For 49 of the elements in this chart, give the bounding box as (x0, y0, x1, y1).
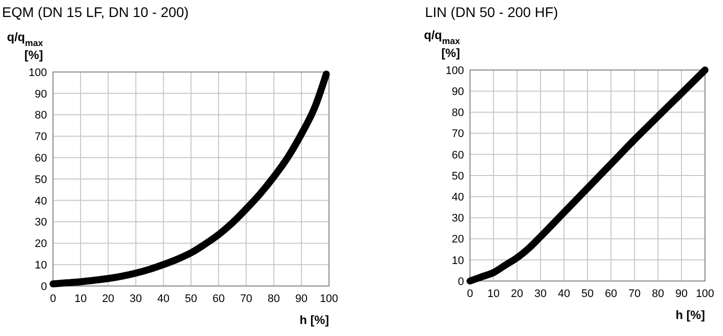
chart-title: LIN (DN 50 - 200 HF) (425, 4, 558, 20)
x-tick-label: 100 (320, 293, 338, 305)
x-tick-label: 90 (675, 288, 688, 300)
y-tick-label: 10 (452, 254, 464, 267)
chart-title: EQM (DN 15 LF, DN 10 - 200) (2, 4, 189, 20)
y-tick-label: 100 (446, 64, 464, 77)
x-tick-label: 50 (581, 288, 594, 300)
y-tick-label: 40 (34, 195, 47, 208)
y-tick-label: 80 (452, 107, 464, 120)
y-tick-label: 100 (28, 66, 47, 79)
y-axis-title: q/q$_{max}$ [%] (6, 30, 43, 62)
x-axis-title: h [%] (676, 308, 705, 322)
x-tick-label: 50 (184, 293, 198, 305)
y-tick-label: 50 (34, 174, 47, 186)
y-tick-label: 70 (452, 128, 464, 140)
x-axis-title: h [%] (300, 313, 329, 327)
y-tick-label: 20 (34, 238, 47, 250)
x-tick-label: 0 (466, 288, 474, 300)
x-tick-label: 40 (558, 288, 570, 300)
x-tick-label: 100 (696, 288, 714, 300)
x-tick-label: 10 (487, 288, 500, 300)
y-tick-label: 70 (34, 131, 47, 144)
x-tick-label: 20 (510, 288, 524, 300)
x-tick-label: 0 (50, 293, 56, 305)
x-tick-label: 30 (130, 293, 142, 305)
y-tick-label: 50 (452, 170, 464, 182)
x-tick-label: 90 (295, 293, 308, 305)
y-axis-title: q/q$_{max}$ [%] (424, 28, 460, 60)
y-tick-label: 20 (452, 234, 464, 246)
y-tick-label: 30 (452, 212, 464, 225)
y-tick-label: 0 (458, 276, 464, 288)
x-tick-label: 20 (102, 293, 114, 305)
y-tick-label: 80 (34, 110, 47, 122)
y-tick-label: 90 (34, 88, 47, 100)
y-tick-label: 30 (34, 216, 47, 229)
y-tick-label: 90 (452, 86, 464, 98)
x-tick-label: 10 (74, 293, 87, 305)
y-tick-label: 60 (452, 149, 464, 162)
y-tick-label: 10 (34, 259, 47, 272)
x-tick-label: 70 (628, 288, 641, 300)
y-tick-label: 40 (452, 191, 464, 204)
x-tick-label: 30 (534, 288, 547, 300)
x-tick-label: 60 (604, 288, 618, 300)
x-tick-label: 80 (268, 293, 280, 305)
y-tick-label: 60 (34, 152, 47, 164)
x-tick-label: 60 (212, 293, 225, 305)
x-tick-label: 40 (157, 293, 170, 305)
x-tick-label: 70 (240, 293, 252, 305)
x-tick-label: 80 (652, 288, 664, 300)
